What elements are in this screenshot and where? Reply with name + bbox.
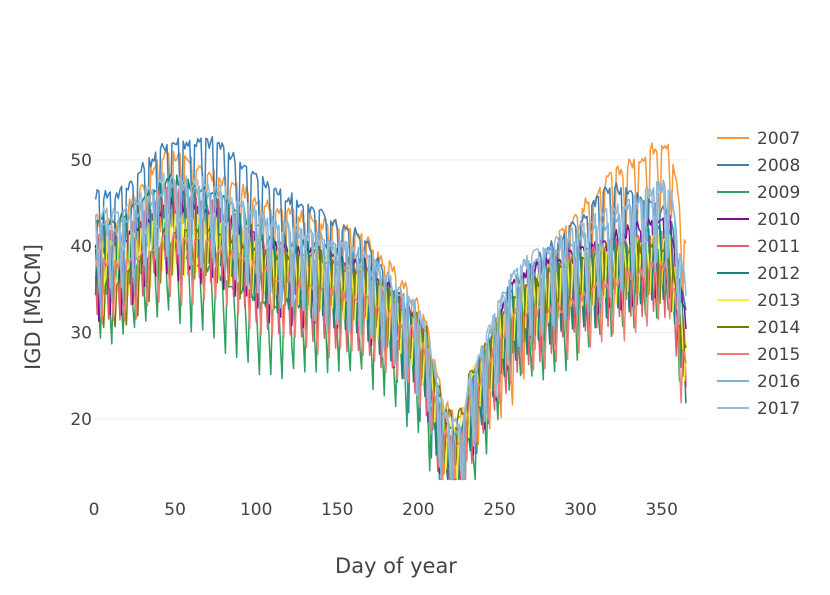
x-tick-label: 50 [164,500,186,520]
legend-label-2017: 2017 [757,399,800,419]
series-line-2015 [94,231,687,481]
y-tick-label: 50 [70,151,92,171]
x-tick-label: 250 [483,500,515,520]
legend-label-2007: 2007 [757,129,800,149]
x-tick-label: 350 [645,500,677,520]
x-tick-label: 150 [321,500,353,520]
y-axis-title: IGD [MSCM] [21,244,45,370]
legend: 2007 2008 2009 2010 2011 2012 2013 2014 2015 2016… [717,129,800,419]
y-tick-label: 30 [70,324,92,344]
legend-label-2010: 2010 [757,210,800,230]
x-tick-label: 200 [402,500,434,520]
series-layer [94,135,687,481]
legend-label-2014: 2014 [757,318,800,338]
legend-label-2011: 2011 [757,237,800,257]
y-tick-label: 20 [70,410,92,430]
series-line-2017 [94,172,687,481]
legend-label-2013: 2013 [757,291,800,311]
x-tick-label: 0 [89,500,100,520]
legend-label-2012: 2012 [757,264,800,284]
legend-label-2008: 2008 [757,156,800,176]
x-tick-label: 100 [240,500,272,520]
x-tick-label: 300 [564,500,596,520]
x-axis-title: Day of year [335,554,457,578]
legend-label-2015: 2015 [757,345,800,365]
legend-label-2009: 2009 [757,183,800,203]
y-tick-label: 40 [70,237,92,257]
tick-layer: 20 30 40 50 0 50 100 150 200 250 300 350 [70,151,678,520]
legend-label-2016: 2016 [757,372,800,392]
